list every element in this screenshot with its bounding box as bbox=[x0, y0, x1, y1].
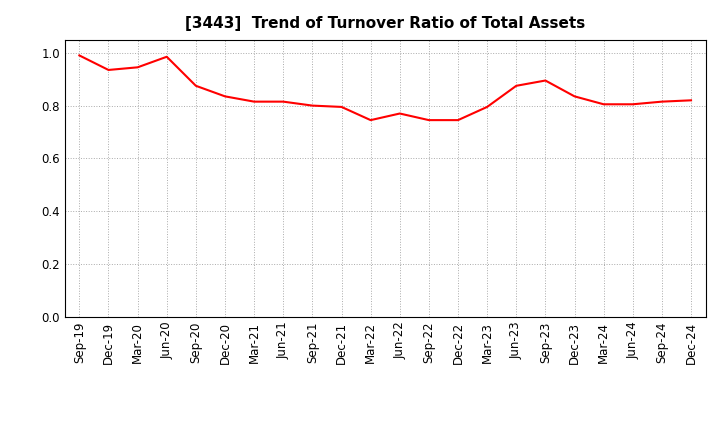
Title: [3443]  Trend of Turnover Ratio of Total Assets: [3443] Trend of Turnover Ratio of Total … bbox=[185, 16, 585, 32]
